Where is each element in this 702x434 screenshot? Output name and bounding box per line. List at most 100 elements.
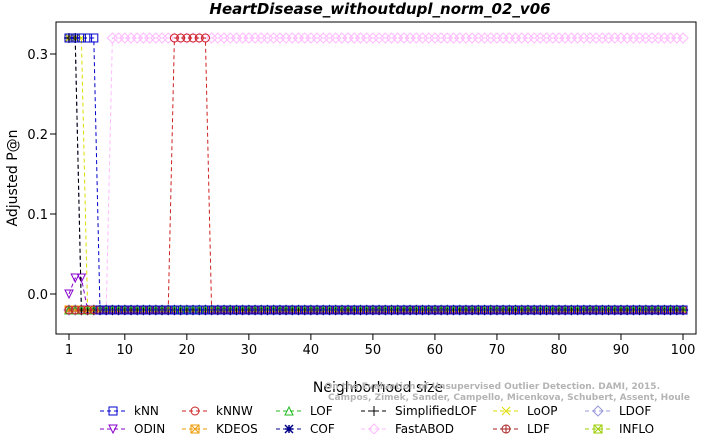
legend-label: kNNW: [216, 404, 253, 418]
point-knn: [653, 305, 663, 315]
x-tick-label: 10: [117, 343, 134, 358]
point-knn: [76, 33, 86, 43]
point-knn: [405, 305, 415, 315]
point-knnw: [169, 33, 179, 43]
point-knn: [659, 305, 669, 315]
point-knn: [213, 305, 223, 315]
point-knn: [64, 33, 74, 43]
series-knnw: [64, 33, 688, 315]
point-knn: [324, 305, 334, 315]
point-knnw: [182, 33, 192, 43]
point-knn: [455, 305, 465, 315]
series-line-knnw: [69, 37, 683, 311]
x-tick-label: 40: [303, 343, 320, 358]
legend-marker: [368, 423, 380, 434]
legend-marker: [593, 424, 603, 434]
point-knn: [579, 305, 589, 315]
point-knnw: [188, 33, 198, 43]
point-knn: [597, 305, 607, 315]
x-tick-label: 30: [241, 343, 258, 358]
point-knn: [548, 305, 558, 315]
y-axis-label: Adjusted P@n: [5, 129, 21, 226]
point-knn: [176, 305, 186, 315]
point-knn: [250, 305, 260, 315]
legend-item-ldof: LDOF: [585, 404, 651, 418]
point-knn: [399, 305, 409, 315]
point-knn: [219, 305, 229, 315]
point-knn: [200, 305, 210, 315]
series-fastabod: [63, 32, 689, 316]
point-knn: [666, 305, 676, 315]
legend-item-inflo: INFLO: [585, 422, 654, 434]
point-knn: [480, 305, 490, 315]
point-knn: [188, 305, 198, 315]
point-knn: [163, 305, 173, 315]
point-knn: [604, 305, 614, 315]
point-knn: [517, 305, 527, 315]
point-knn: [591, 305, 601, 315]
point-knn: [486, 305, 496, 315]
point-knn: [535, 305, 545, 315]
point-knn: [157, 305, 167, 315]
point-knn: [238, 305, 248, 315]
series-line-cof: [69, 37, 683, 311]
y-axis: 0.0 0.1 0.2 0.3: [27, 48, 56, 303]
legend-marker: [369, 406, 379, 416]
point-knn: [628, 305, 638, 315]
point-knn: [678, 305, 688, 315]
series-line-knn: [69, 37, 683, 311]
x-tick-label: 20: [179, 343, 196, 358]
point-knn: [467, 305, 477, 315]
series-line-odin: [68, 277, 683, 311]
point-knn: [275, 305, 285, 315]
legend-marker: [190, 424, 200, 434]
legend-marker: [501, 406, 511, 416]
point-knnw: [194, 33, 204, 43]
series-simplifiedlof: [64, 33, 688, 315]
point-knn: [101, 305, 111, 315]
point-knn: [262, 305, 272, 315]
point-knn: [145, 305, 155, 315]
point-knn: [393, 305, 403, 315]
plot-frame: [55, 21, 697, 335]
point-knn: [380, 305, 390, 315]
series-cof: [64, 33, 688, 315]
point-knnw: [176, 33, 186, 43]
point-knn: [107, 305, 117, 315]
point-knn: [473, 305, 483, 315]
legend-item-loop: LoOP: [493, 404, 558, 418]
point-knn: [430, 305, 440, 315]
point-knn: [281, 305, 291, 315]
y-tick-label: 0.3: [27, 48, 48, 63]
point-odin: [64, 289, 74, 300]
credit-line-1: Campos, Zimek, Sander, Campello, Micenko…: [328, 393, 690, 403]
legend-label: INFLO: [619, 422, 654, 434]
point-knn: [616, 305, 626, 315]
point-knn: [331, 305, 341, 315]
point-knn: [349, 305, 359, 315]
legend-item-knnw: kNNW: [182, 404, 253, 418]
point-knn: [138, 305, 148, 315]
legend-label: kNN: [134, 404, 159, 418]
point-knn: [511, 305, 521, 315]
point-knn: [573, 305, 583, 315]
point-knn: [293, 305, 303, 315]
legend-label: LoOP: [527, 404, 558, 418]
point-knn: [554, 305, 564, 315]
legend-label: LOF: [310, 404, 333, 418]
point-knn: [312, 305, 322, 315]
point-knn: [182, 305, 192, 315]
point-knn: [95, 305, 105, 315]
point-knn: [542, 305, 552, 315]
point-knnw: [200, 33, 210, 43]
point-odin: [76, 273, 87, 284]
point-knn: [641, 305, 651, 315]
point-knn: [231, 305, 241, 315]
point-knn: [225, 305, 235, 315]
point-knn: [610, 305, 620, 315]
point-knn: [132, 305, 142, 315]
point-knn: [70, 33, 80, 43]
point-knn: [169, 305, 179, 315]
point-knn: [442, 305, 452, 315]
